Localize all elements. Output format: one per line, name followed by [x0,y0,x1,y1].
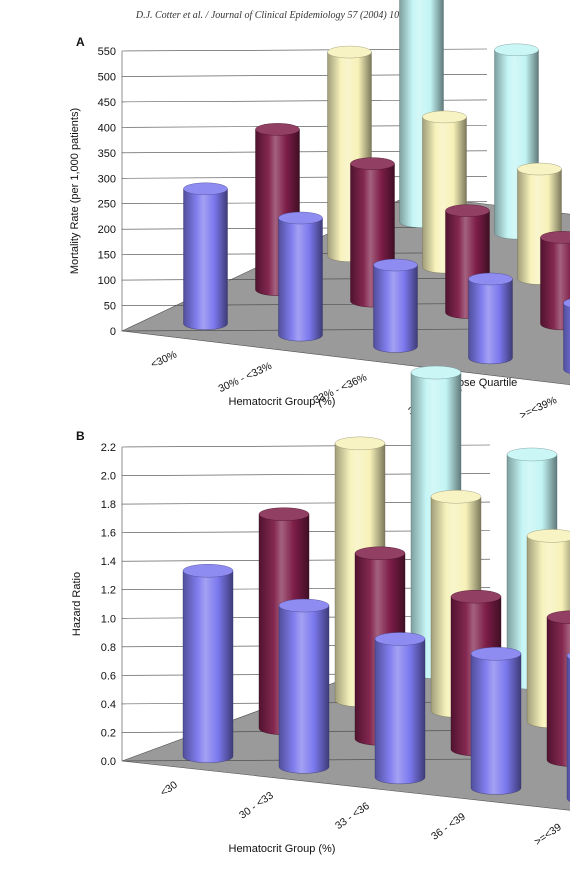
y-tick-label: 0 [110,326,116,338]
x-category-label: <30% [149,349,179,371]
depth-axis-title: Dose Quartile [450,377,517,389]
y-tick-label: 2.0 [101,471,116,483]
y-tick-label: 100 [98,275,116,287]
cylinder-bar-q1-5 [563,298,570,374]
cylinder-bar-q1-1 [182,564,234,763]
x-category-label: 33 - <36 [333,800,372,832]
cylinder-bar-q1-3 [374,632,426,785]
journal-citation: D.J. Cotter et al. / Journal of Clinical… [135,10,435,21]
y-tick-label: 0.4 [101,699,116,711]
x-category-label: >=<39 [532,821,564,848]
panel-b-chart: 0.0 0.2 0.4 0.6 0.8 1.0 1.2 1.4 1.6 1.8 2.0 2.2 Haza… [71,365,570,855]
x-category-label: <30 [158,779,180,799]
x-axis-title: Hematocrit Group (%) [229,843,336,855]
y-tick-label: 300 [98,173,116,185]
y-tick-label: 0.2 [101,727,116,739]
y-tick-label: 1.4 [101,556,116,568]
panel-label: B [76,429,85,443]
y-tick-label: 1.6 [101,528,116,540]
y-tick-label: 0.6 [101,670,116,682]
y-tick-label: 200 [98,224,116,236]
cylinder-bar-q2-4 [546,610,570,767]
x-category-label: 36 - <39 [429,810,468,842]
y-tick-label: 150 [98,250,116,262]
cylinder-bar-q1-2 [278,211,323,342]
y-tick-label: 0.8 [101,642,116,654]
y-tick-label: 0.0 [101,756,116,768]
x-axis-title: Hematocrit Group (%) [229,396,336,408]
cylinder-bar-q1-1 [183,182,228,330]
y-axis-title: Hazard Ratio [71,572,83,636]
y-tick-label: 550 [98,46,116,58]
y-axis-title: Mortality Rate (per 1,000 patients) [69,108,81,274]
y-tick-label: 400 [98,122,116,134]
cylinder-bar-q1-4 [468,272,513,365]
cylinder-bar-q1-5 [566,652,570,802]
cylinder-bar-q1-3 [373,258,418,353]
x-category-label: 30 - <33 [237,789,276,821]
y-tick-label: 250 [98,199,116,211]
panel-label: A [76,35,85,49]
y-tick-label: 1.0 [101,613,116,625]
y-tick-label: 50 [104,301,116,313]
panel-a-chart: 0 50 100 150 200 250 300 350 400 450 500 550 Mortali… [69,0,570,422]
x-category-label: >=<39% [518,394,559,422]
x-category-label: 30% - <33% [217,360,274,395]
y-tick-label: 450 [98,97,116,109]
y-tick-label: 2.2 [101,442,116,454]
cylinder-bar-q1-4 [470,647,522,795]
y-tick-label: 1.8 [101,499,116,511]
y-tick-label: 500 [98,71,116,83]
y-tick-label: 1.2 [101,585,116,597]
cylinder-bar-q1-2 [278,598,330,774]
y-tick-label: 350 [98,148,116,160]
